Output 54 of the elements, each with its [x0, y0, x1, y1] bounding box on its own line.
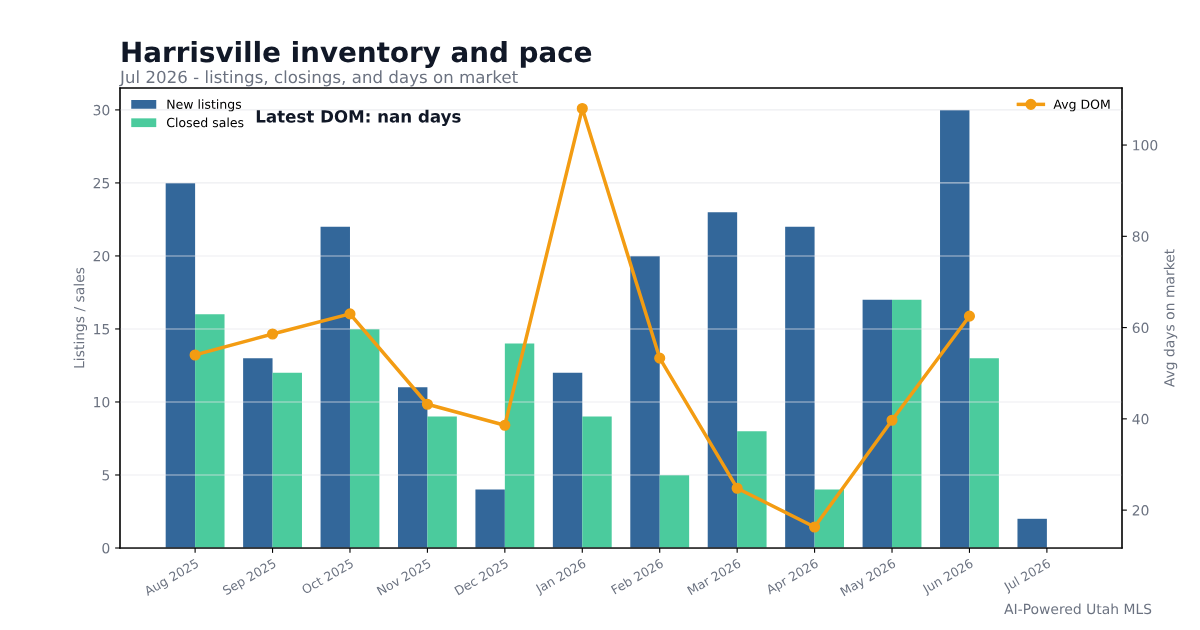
y2-tick-label: 40: [1132, 413, 1149, 425]
y-tick-label: 0: [102, 542, 110, 554]
chart-title: Harrisville inventory and pace: [122, 40, 592, 68]
bar: [707, 212, 738, 548]
bar: [427, 416, 457, 548]
y-tick-label: 10: [94, 396, 110, 408]
bar: [397, 387, 428, 548]
point: [963, 310, 976, 322]
y-tick-label: 15: [94, 324, 110, 335]
point: [731, 482, 743, 494]
bar: [862, 299, 893, 548]
bar: [320, 226, 350, 548]
y-tick-label: 20: [93, 250, 110, 262]
point: [886, 414, 898, 426]
bar: [349, 328, 380, 548]
point: [421, 398, 433, 410]
legend-label: Avg DOM: [1053, 99, 1110, 112]
bar: [659, 474, 690, 548]
bar: [272, 372, 302, 548]
bar: [892, 299, 922, 548]
bar: [1017, 518, 1047, 548]
bar: [785, 226, 815, 548]
bar: [969, 358, 999, 548]
bar: [737, 431, 767, 548]
y-tick-label: 30: [93, 104, 110, 116]
point: [266, 328, 279, 340]
y2-tick-label: 60: [1132, 322, 1149, 334]
text: AI-Powered Utah MLS: [1004, 603, 1152, 615]
y2-tick-label: 80: [1132, 231, 1149, 242]
y-tick-label: 5: [102, 470, 110, 481]
y2-tick-label: 20: [1132, 505, 1149, 516]
point: [576, 102, 588, 115]
bar: [504, 343, 535, 548]
bar: [475, 489, 505, 548]
bar: [195, 314, 225, 548]
y-tick-label: 25: [93, 177, 110, 189]
bar: [940, 109, 970, 548]
legend-label: New listings: [167, 99, 242, 112]
bar: [552, 372, 583, 548]
legend-label: Closed sales: [166, 117, 244, 128]
bar: [630, 255, 660, 548]
point: [654, 352, 666, 364]
bar: [165, 182, 196, 548]
bar: [582, 416, 612, 548]
y2-tick-label: 100: [1133, 140, 1158, 151]
chart-subtitle: Jul 2026 - listings, closings, and days on market: [119, 70, 518, 87]
point: [499, 419, 511, 431]
y2-axis-title: Avg days on market: [1163, 249, 1178, 388]
point: [189, 349, 201, 361]
point: [344, 308, 356, 320]
annotation: Latest DOM: nan days: [256, 109, 461, 127]
point: [809, 521, 821, 533]
bar: [243, 358, 273, 548]
y-axis-title: Listings / sales: [73, 267, 88, 368]
